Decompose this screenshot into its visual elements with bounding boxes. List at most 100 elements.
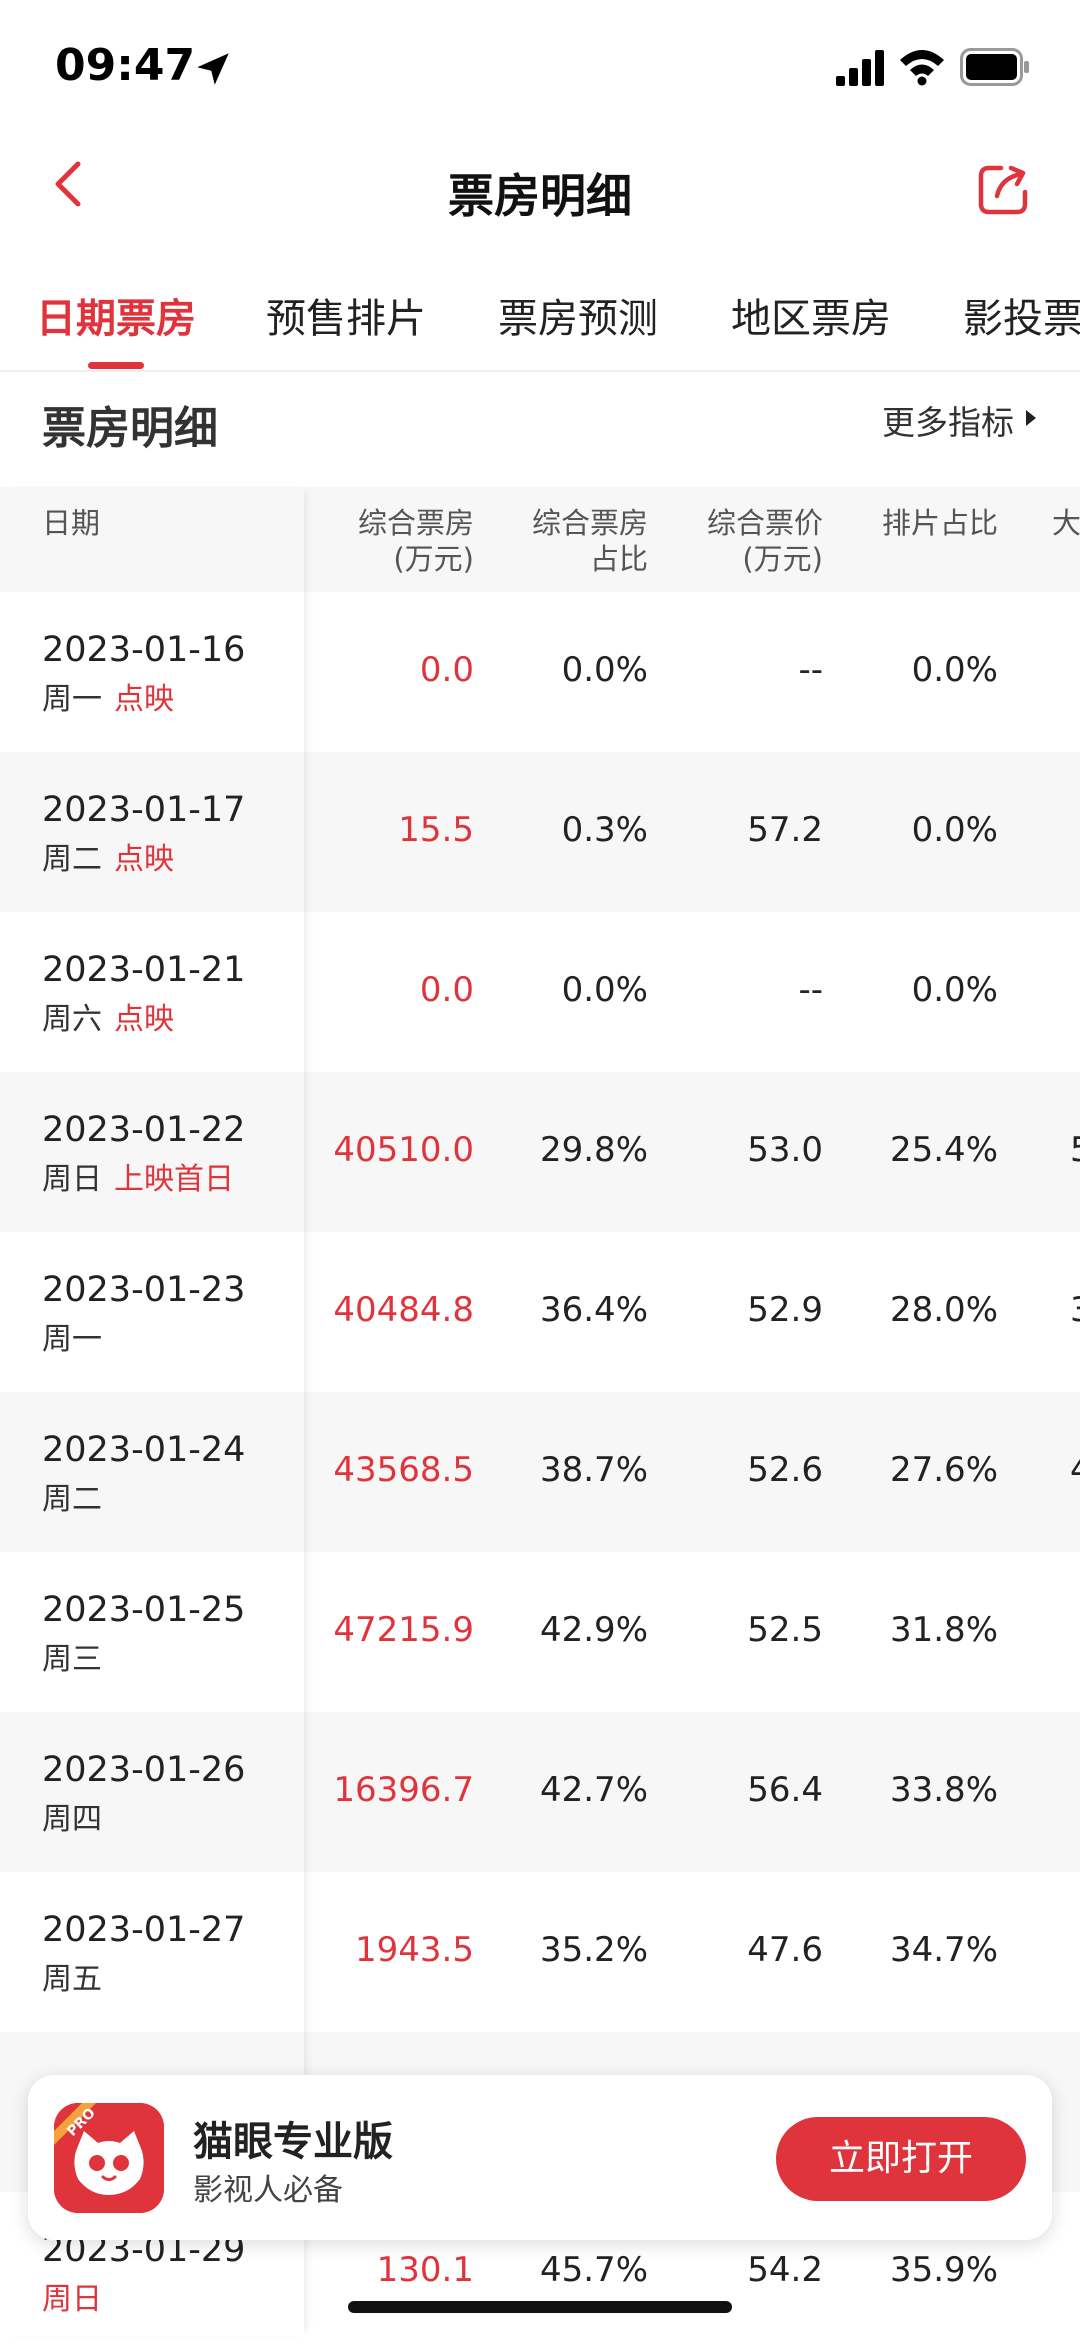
row-avg-price: 52.6 xyxy=(747,1450,823,1490)
row-box-office: 16396.7 xyxy=(333,1770,474,1810)
row-date: 2023-01-24 xyxy=(42,1430,246,1470)
row-weekday: 周二 点映 xyxy=(42,842,174,877)
home-indicator xyxy=(348,2301,732,2313)
row-avg-price: 56.4 xyxy=(747,1770,823,1810)
more-metrics-link[interactable]: 更多指标 xyxy=(882,403,1014,442)
header-schedule-share[interactable]: 排片占比 xyxy=(881,506,998,540)
row-weekday: 周五 xyxy=(42,1962,102,1997)
row-tag: 点映 xyxy=(114,682,174,717)
row-extra: 4 xyxy=(1070,1450,1080,1490)
row-box-office-share: 38.7% xyxy=(539,1450,648,1490)
row-tag: 周日 xyxy=(42,2282,102,2317)
row-avg-price: 53.0 xyxy=(747,1130,823,1170)
row-weekday: 周日 上映首日 xyxy=(42,1162,234,1197)
open-app-button[interactable]: 立即打开 xyxy=(776,2117,1026,2201)
row-weekday: 周一 点映 xyxy=(42,682,174,717)
row-box-office-share: 0.0% xyxy=(561,650,648,690)
row-weekday: 周四 xyxy=(42,1802,102,1837)
row-avg-price: 54.2 xyxy=(747,2250,823,2290)
row-weekday: 周一 xyxy=(42,1322,102,1357)
wifi-icon xyxy=(900,50,944,86)
promo-app-name: 猫眼专业版 xyxy=(193,2119,393,2165)
row-date: 2023-01-22 xyxy=(42,1110,246,1150)
table-row[interactable]: 2023-01-21 周六 点映 0.0 0.0% -- 0.0% xyxy=(0,912,1080,1072)
row-box-office-share: 42.7% xyxy=(539,1770,648,1810)
row-weekday: 周三 xyxy=(42,1642,102,1677)
row-weekday: 周日 xyxy=(42,2274,102,2318)
cat-logo-icon: PRO xyxy=(54,2103,164,2213)
table-row[interactable]: 2023-01-23 周一 40484.8 36.4% 52.9 28.0% 3 xyxy=(0,1232,1080,1392)
table-row[interactable]: 2023-01-16 周一 点映 0.0 0.0% -- 0.0% xyxy=(0,592,1080,752)
row-schedule-share: 0.0% xyxy=(911,810,998,850)
header-box-office-share[interactable]: 综合票房 占比 xyxy=(531,506,648,576)
section-title: 票房明细 xyxy=(42,403,218,454)
table-row[interactable]: 2023-01-17 周二 点映 15.5 0.3% 57.2 0.0% xyxy=(0,752,1080,912)
table-header: 日期 综合票房 (万元) 综合票房 占比 综合票价 (万元) 排片占比 大 xyxy=(0,487,1080,592)
row-box-office: 40484.8 xyxy=(333,1290,474,1330)
row-tag: 上映首日 xyxy=(114,1162,234,1197)
app-promo-banner[interactable]: PRO 猫眼专业版 影视人必备 立即打开 xyxy=(28,2075,1052,2240)
row-box-office: 15.5 xyxy=(398,810,474,850)
row-box-office-share: 35.2% xyxy=(539,1930,648,1970)
status-bar: 09:47 xyxy=(0,0,1080,130)
row-date: 2023-01-25 xyxy=(42,1590,246,1630)
row-box-office-share: 0.0% xyxy=(561,970,648,1010)
row-box-office: 40510.0 xyxy=(333,1130,474,1170)
tab-date-box-office[interactable]: 日期票房 xyxy=(36,296,196,342)
table-row[interactable]: 2023-01-25 周三 47215.9 42.9% 52.5 31.8% xyxy=(0,1552,1080,1712)
tab-box-office-forecast[interactable]: 票房预测 xyxy=(498,296,658,342)
row-box-office: 0.0 xyxy=(419,970,474,1010)
row-schedule-share: 28.0% xyxy=(889,1290,998,1330)
row-box-office: 43568.5 xyxy=(333,1450,474,1490)
location-arrow-icon xyxy=(197,53,229,85)
page-title: 票房明细 xyxy=(448,169,632,223)
tab-cinema-investor-box-office[interactable]: 影投票房 xyxy=(963,296,1080,342)
row-avg-price: 52.5 xyxy=(747,1610,823,1650)
row-weekday: 周二 xyxy=(42,1482,102,1517)
row-date: 2023-01-16 xyxy=(42,630,246,670)
row-avg-price: 57.2 xyxy=(747,810,823,850)
row-schedule-share: 31.8% xyxy=(889,1610,998,1650)
table-row[interactable]: 2023-01-27 周五 1943.5 35.2% 47.6 34.7% xyxy=(0,1872,1080,2032)
table-row[interactable]: 2023-01-24 周二 43568.5 38.7% 52.6 27.6% 4 xyxy=(0,1392,1080,1552)
row-date: 2023-01-17 xyxy=(42,790,246,830)
row-avg-price: -- xyxy=(798,650,823,690)
row-schedule-share: 34.7% xyxy=(889,1930,998,1970)
header-avg-price[interactable]: 综合票价 (万元) xyxy=(706,506,823,576)
row-schedule-share: 0.0% xyxy=(911,650,998,690)
row-date: 2023-01-23 xyxy=(42,1270,246,1310)
row-extra: 5 xyxy=(1070,1130,1080,1170)
share-icon[interactable] xyxy=(975,162,1031,218)
row-box-office-share: 29.8% xyxy=(539,1130,648,1170)
row-box-office: 1943.5 xyxy=(355,1930,474,1970)
row-box-office: 47215.9 xyxy=(333,1610,474,1650)
tab-bar: 日期票房 预售排片 票房预测 地区票房 影投票房 xyxy=(0,270,1080,372)
tab-presale-schedule[interactable]: 预售排片 xyxy=(266,296,426,342)
tab-region-box-office[interactable]: 地区票房 xyxy=(731,296,891,342)
row-date: 2023-01-26 xyxy=(42,1750,246,1790)
row-schedule-share: 33.8% xyxy=(889,1770,998,1810)
row-date: 2023-01-21 xyxy=(42,950,246,990)
row-schedule-share: 35.9% xyxy=(889,2250,998,2290)
nav-bar: 票房明细 xyxy=(0,130,1080,250)
row-avg-price: 52.9 xyxy=(747,1290,823,1330)
row-box-office-share: 45.7% xyxy=(539,2250,648,2290)
row-box-office-share: 0.3% xyxy=(561,810,648,850)
table-row[interactable]: 2023-01-26 周四 16396.7 42.7% 56.4 33.8% xyxy=(0,1712,1080,1872)
signal-icon xyxy=(836,50,884,86)
row-schedule-share: 27.6% xyxy=(889,1450,998,1490)
header-box-office[interactable]: 综合票房 (万元) xyxy=(357,506,474,576)
row-box-office-share: 36.4% xyxy=(539,1290,648,1330)
active-tab-indicator xyxy=(88,362,144,369)
battery-icon xyxy=(960,48,1029,86)
row-date: 2023-01-27 xyxy=(42,1910,246,1950)
row-tag: 点映 xyxy=(114,1002,174,1037)
status-time: 09:47 xyxy=(55,40,196,91)
row-avg-price: -- xyxy=(798,970,823,1010)
back-chevron-icon[interactable] xyxy=(40,154,100,214)
header-extra[interactable]: 大 xyxy=(1052,506,1080,540)
play-right-icon xyxy=(1026,410,1036,426)
row-box-office-share: 42.9% xyxy=(539,1610,648,1650)
row-extra: 3 xyxy=(1070,1290,1080,1330)
